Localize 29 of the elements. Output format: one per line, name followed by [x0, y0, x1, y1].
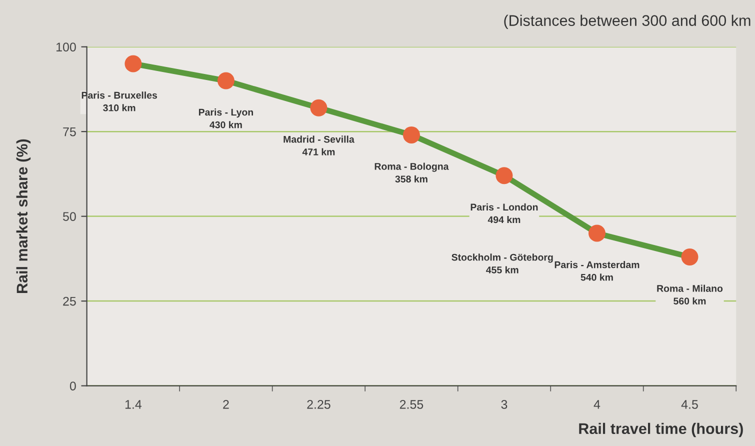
- point: [217, 72, 234, 90]
- annotation: Roma - Bologna 358 km: [374, 162, 449, 183]
- x-tick-label: 2.25: [307, 400, 330, 409]
- y-tick-label: 75: [63, 128, 76, 136]
- chart-subtitle: (Distances between 300 and 600 km: [504, 14, 750, 29]
- y-tick-label: 25: [63, 296, 76, 306]
- point: [588, 224, 606, 242]
- y-tick-label: 0: [70, 382, 76, 390]
- x-axis-title: Rail travel time (hours): [579, 422, 743, 438]
- annotation: Roma - Milano 560 km: [657, 284, 723, 304]
- x-tick-label: 4: [594, 400, 600, 409]
- y-axis-title: Rail market share (%): [16, 139, 31, 293]
- x-tick-label: 4.5: [681, 400, 698, 409]
- x-tick-label: 2.55: [400, 400, 424, 409]
- x-tick-label: 1.4: [125, 400, 142, 409]
- annotation: Paris - Amsterdam 540 km: [554, 261, 640, 281]
- point: [402, 126, 420, 144]
- annotation: Stockholm - Göteborg 455 km: [452, 254, 553, 274]
- point: [310, 99, 328, 116]
- y-tick-label: 100: [56, 42, 76, 52]
- point: [681, 248, 698, 266]
- annotation: Paris - Lyon 430 km: [198, 108, 253, 128]
- annotation: Paris - London 494 km: [470, 203, 538, 224]
- annotation: Madrid - Sevilla 471 km: [284, 136, 354, 156]
- y-tick-label: 50: [63, 212, 76, 221]
- x-tick-label: 2: [223, 400, 229, 409]
- point: [124, 55, 142, 72]
- point: [496, 167, 513, 184]
- x-tick-label: 3: [501, 400, 508, 409]
